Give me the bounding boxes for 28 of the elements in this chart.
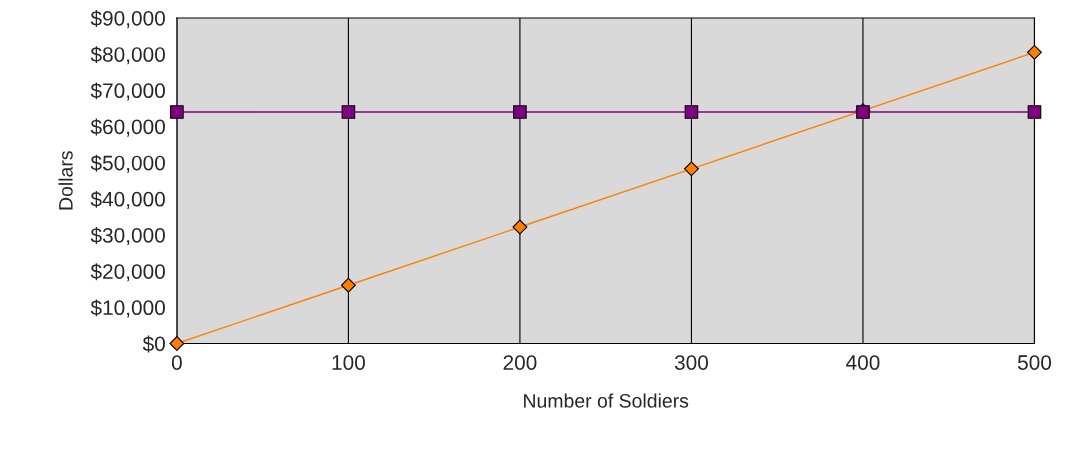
point [170,105,184,119]
point [512,219,528,235]
x-axis-title: Number of Soldiers [524,393,689,408]
y-tick-label: $70,000 [90,82,165,101]
x-tick-label: 400 [846,355,880,370]
point [513,105,527,119]
x-tick-label: 200 [503,355,537,370]
y-tick-label: $0 [142,335,165,353]
point [1027,105,1042,119]
y-tick-label: $10,000 [90,299,165,318]
point [341,105,356,119]
y-axis-title: Dollars [58,151,73,210]
y-tick-label: $30,000 [90,227,165,246]
point [169,336,185,351]
y-tick-label: $60,000 [90,118,165,137]
point [684,105,699,119]
y-tick-label: $90,000 [90,10,165,29]
x-tick-label: 0 [171,355,182,370]
y-tick-label: $40,000 [90,190,165,210]
point [1027,44,1042,60]
x-tick-label: 300 [674,355,709,370]
point [684,161,699,177]
y-tick-label: $50,000 [90,154,165,173]
x-tick-label: 500 [1017,355,1052,370]
y-tick-label: $80,000 [90,46,165,65]
y-tick-label: $20,000 [90,263,165,282]
x-tick-label: 100 [332,355,365,370]
point [340,277,356,293]
